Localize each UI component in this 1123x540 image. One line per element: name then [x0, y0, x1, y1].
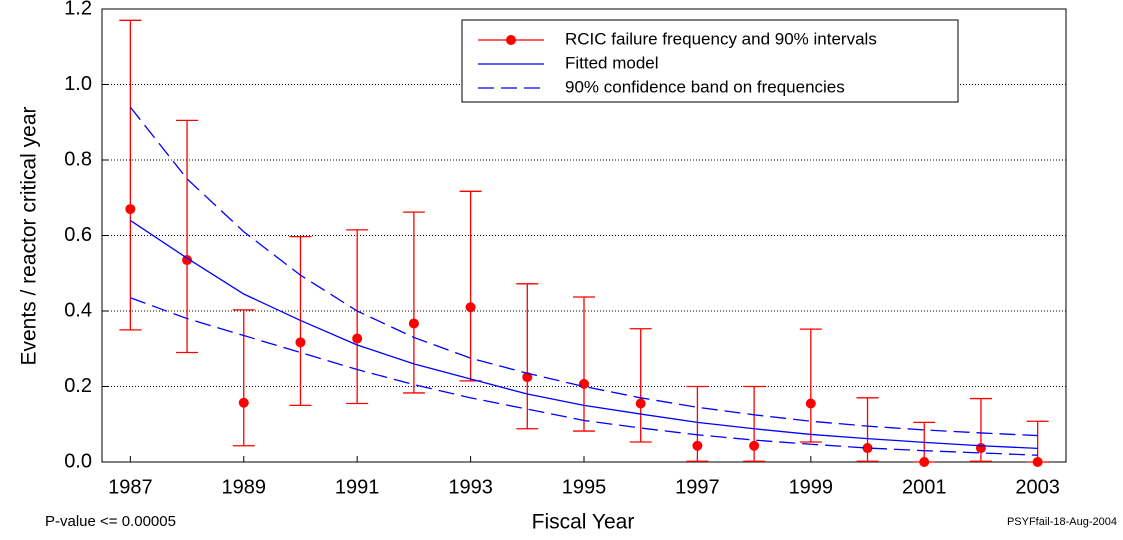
point	[408, 318, 419, 329]
x-tick-label: 2003	[1015, 476, 1060, 498]
y-tick-label: 0.0	[64, 450, 92, 472]
point	[522, 372, 533, 383]
y-tick-label: 0.4	[64, 299, 92, 321]
x-tick-label: 1989	[222, 476, 267, 498]
y-tick-label: 0.6	[64, 224, 92, 246]
plot-frame	[101, 8, 1067, 463]
point	[805, 398, 816, 409]
x-tick-label: 2001	[902, 476, 947, 498]
point	[579, 378, 589, 389]
legend-label: 90% confidence band on frequencies	[565, 77, 845, 96]
point	[919, 457, 930, 467]
point	[862, 443, 873, 454]
y-tick-label: 1.2	[64, 0, 92, 19]
point	[295, 337, 306, 348]
legend-marker	[506, 35, 516, 45]
point	[692, 440, 703, 451]
y-tick-label: 1.0	[64, 73, 92, 95]
point	[125, 204, 136, 215]
annotation: PSYFfail-18-Aug-2004	[1007, 516, 1117, 528]
point	[975, 443, 986, 454]
band-line	[130, 297, 1038, 456]
y-tick-label: 0.2	[64, 375, 92, 397]
x-axis-label: Fiscal Year	[532, 511, 635, 534]
point	[635, 398, 646, 409]
point	[238, 397, 249, 408]
point	[749, 440, 760, 451]
x-tick-label: 1995	[562, 476, 607, 498]
point	[1032, 457, 1043, 467]
y-tick-label: 0.8	[64, 148, 92, 170]
x-tick-label: 1999	[789, 476, 834, 498]
annotation: P-value <= 0.00005	[45, 513, 176, 530]
x-tick-label: 1991	[335, 476, 380, 498]
point	[182, 255, 193, 266]
y-axis-label: Events / reactor critical year	[18, 106, 41, 365]
legend-label: Fitted model	[565, 53, 659, 72]
legend-box	[461, 19, 959, 103]
x-tick-label: 1993	[448, 476, 493, 498]
line	[129, 219, 1038, 450]
band-line	[129, 106, 1038, 437]
point	[465, 302, 476, 313]
x-tick-label: 1997	[675, 476, 720, 498]
point	[352, 333, 363, 344]
legend-label: RCIC failure frequency and 90% intervals	[565, 29, 877, 48]
x-tick-label: 1987	[108, 476, 153, 498]
